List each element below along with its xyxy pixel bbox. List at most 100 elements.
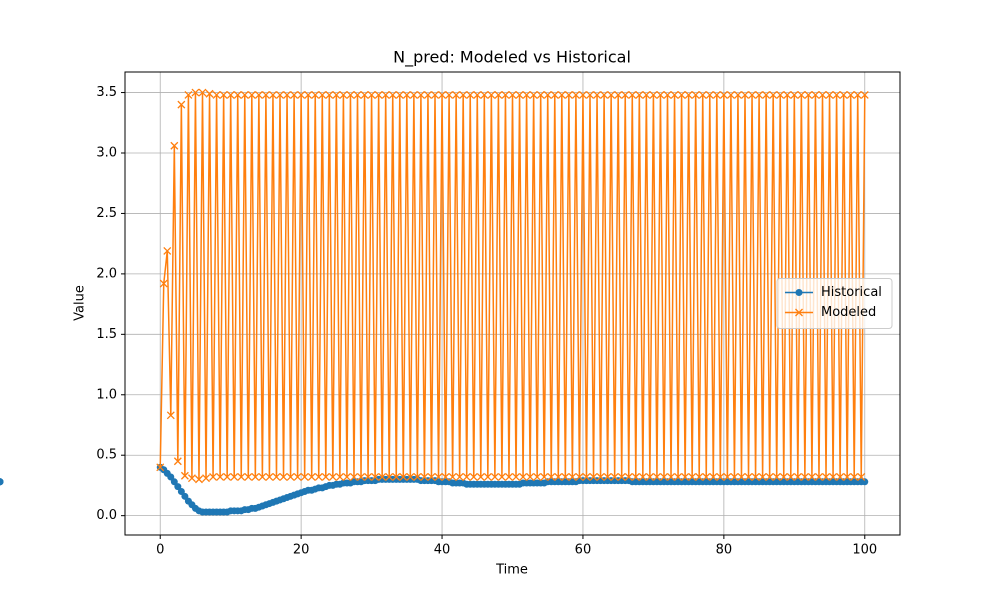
point <box>293 473 302 481</box>
point <box>395 91 404 99</box>
point <box>399 473 408 481</box>
point <box>195 475 203 484</box>
point <box>247 91 256 99</box>
point <box>593 91 602 99</box>
point <box>712 91 721 99</box>
point <box>617 473 626 481</box>
point <box>251 473 260 481</box>
point <box>272 473 281 481</box>
point <box>825 91 834 99</box>
point <box>603 473 612 481</box>
point <box>772 473 781 481</box>
point <box>360 91 369 99</box>
point <box>209 473 218 481</box>
point <box>483 473 492 481</box>
point <box>187 474 196 483</box>
point <box>385 473 394 481</box>
point <box>427 473 436 481</box>
point <box>392 473 401 481</box>
point <box>420 473 429 481</box>
point <box>342 473 351 481</box>
point <box>719 91 728 99</box>
point <box>170 478 178 486</box>
point <box>459 91 468 99</box>
point <box>783 91 792 99</box>
y-tick-label: 3.5 <box>96 85 117 100</box>
point <box>466 91 475 99</box>
point <box>212 91 221 99</box>
point <box>223 473 232 481</box>
point <box>268 91 277 99</box>
point <box>723 473 732 481</box>
point <box>554 473 563 481</box>
point <box>702 473 711 481</box>
point <box>843 473 852 481</box>
x-tick-label: 80 <box>716 543 733 558</box>
point <box>167 473 175 481</box>
point <box>279 473 288 481</box>
point <box>434 473 443 481</box>
point <box>522 91 531 99</box>
point <box>811 91 820 99</box>
point <box>621 91 630 99</box>
point <box>631 473 640 481</box>
point <box>667 473 675 481</box>
point <box>265 473 274 481</box>
point <box>332 91 341 99</box>
point <box>374 91 383 99</box>
point <box>350 473 358 481</box>
point <box>557 91 566 99</box>
point <box>836 473 845 481</box>
point <box>321 473 330 481</box>
point <box>156 463 165 472</box>
point <box>758 473 767 481</box>
point <box>730 473 739 481</box>
point <box>202 474 210 483</box>
point <box>325 91 334 99</box>
point <box>681 473 690 481</box>
point <box>635 91 644 99</box>
point <box>353 91 362 99</box>
point <box>610 473 619 481</box>
point <box>163 246 172 255</box>
point <box>276 91 284 99</box>
legend: Historical Modeled <box>776 278 893 329</box>
point <box>533 473 542 481</box>
point <box>181 492 189 500</box>
point <box>290 91 299 99</box>
point <box>649 91 658 99</box>
legend-label: Modeled <box>821 305 876 320</box>
point <box>497 473 506 481</box>
point <box>571 91 580 99</box>
point <box>755 91 764 99</box>
x-axis-label: Time <box>495 563 528 578</box>
point <box>219 91 228 99</box>
point <box>416 91 425 99</box>
point <box>769 91 778 99</box>
point <box>846 91 855 99</box>
point <box>216 473 225 481</box>
point <box>364 473 373 481</box>
point <box>705 91 714 99</box>
point <box>441 473 450 481</box>
point <box>642 91 651 99</box>
point <box>237 473 246 481</box>
point <box>586 91 594 99</box>
point <box>582 473 591 481</box>
point <box>695 473 704 481</box>
point <box>166 411 175 420</box>
point <box>543 91 552 99</box>
point <box>779 473 788 481</box>
point <box>402 91 411 99</box>
point <box>177 487 185 495</box>
point <box>494 91 503 99</box>
point <box>733 91 742 99</box>
y-axis-label: Value <box>73 285 88 321</box>
point <box>793 473 802 481</box>
point <box>660 473 668 481</box>
point <box>839 91 848 99</box>
point <box>578 91 587 99</box>
point <box>797 91 806 99</box>
point <box>614 91 623 99</box>
point <box>607 91 616 99</box>
